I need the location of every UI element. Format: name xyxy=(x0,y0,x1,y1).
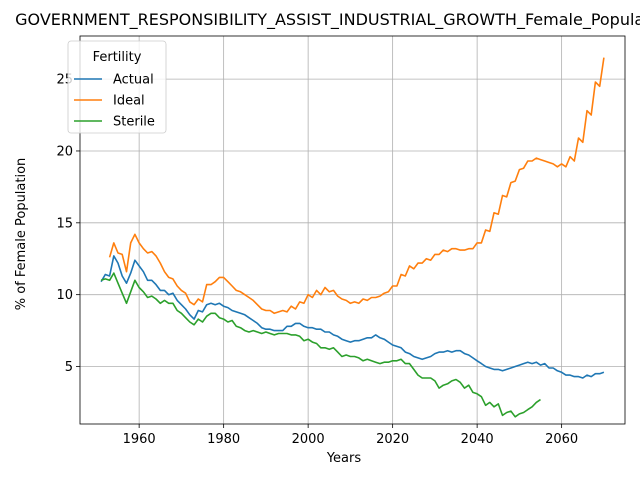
y-tick-label: 10 xyxy=(56,288,73,303)
y-tick-label: 20 xyxy=(56,144,73,159)
y-tick-label: 15 xyxy=(56,216,73,231)
y-axis-label: % of Female Population xyxy=(14,158,29,311)
chart-title: GOVERNMENT_RESPONSIBILITY_ASSIST_INDUSTR… xyxy=(15,10,640,30)
x-tick-label: 2040 xyxy=(461,432,494,447)
x-tick-label: 1960 xyxy=(123,432,156,447)
x-axis-label: Years xyxy=(326,451,362,466)
legend-label-ideal: Ideal xyxy=(113,94,145,109)
y-tick-label: 5 xyxy=(65,360,73,375)
series-line-sterile xyxy=(100,272,541,418)
legend-label-sterile: Sterile xyxy=(113,115,155,130)
legend-entries: Actual Ideal Sterile xyxy=(74,73,155,130)
x-tick-label: 2060 xyxy=(545,432,578,447)
legend-label-actual: Actual xyxy=(113,73,154,88)
x-axis-ticks: 1960 1980 2000 2020 2040 2060 xyxy=(123,424,578,447)
x-tick-label: 2000 xyxy=(292,432,325,447)
x-tick-label: 2020 xyxy=(376,432,409,447)
x-tick-label: 1980 xyxy=(207,432,240,447)
legend-title: Fertility xyxy=(93,50,142,65)
legend: Fertility Actual Ideal Sterile xyxy=(67,40,167,134)
series-line-ideal xyxy=(108,57,605,315)
series-line-actual xyxy=(100,255,605,379)
legend-box xyxy=(67,40,167,134)
series-lines xyxy=(100,57,605,418)
plot-frame xyxy=(79,35,626,425)
